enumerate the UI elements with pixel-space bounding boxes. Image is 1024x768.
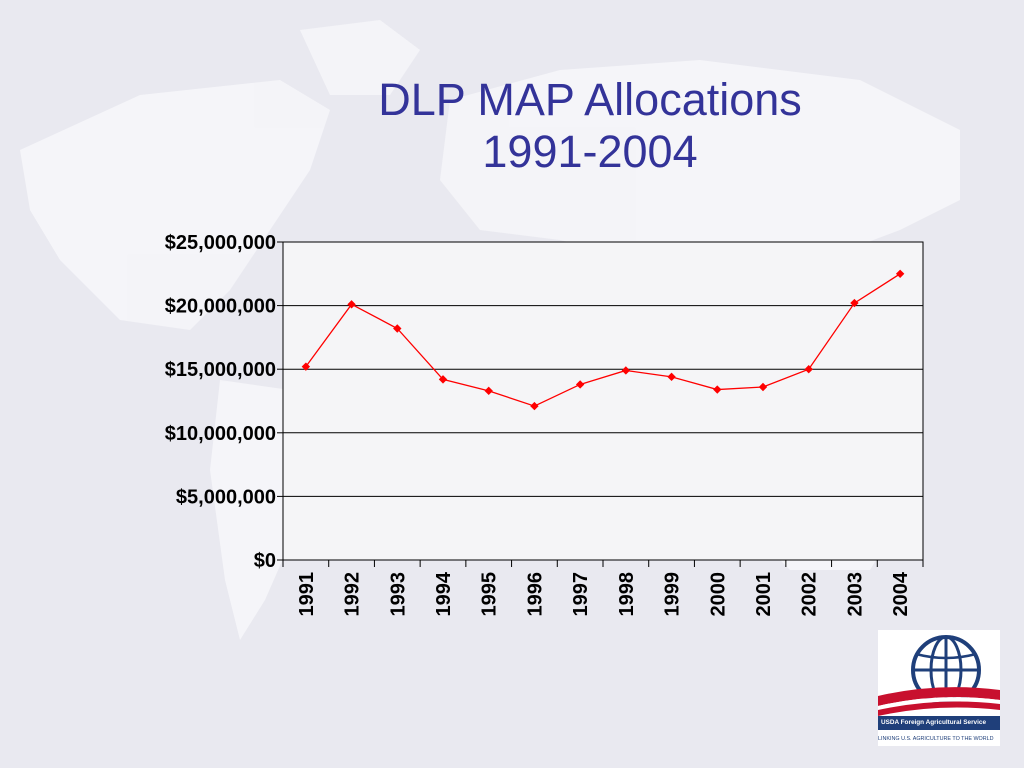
data-point-1998 <box>621 366 631 375</box>
x-tick-label: 1997 <box>570 572 592 617</box>
y-tick-label: $15,000,000 <box>165 359 276 381</box>
series-1 <box>301 269 905 411</box>
data-point-2002 <box>804 364 813 374</box>
logo-tagline: LINKING U.S. AGRICULTURE TO THE WORLD <box>878 736 994 742</box>
gridlines <box>283 241 923 561</box>
data-point-1997 <box>575 380 585 389</box>
data-point-2001 <box>758 382 768 392</box>
slide-title: DLP MAP Allocations 1991-2004 <box>260 74 920 178</box>
y-tick-label: $0 <box>254 550 276 572</box>
y-tick-label: $5,000,000 <box>176 486 276 508</box>
globe-icon <box>878 635 1000 716</box>
x-tick-label: 1991 <box>296 572 318 617</box>
x-tick-label: 2004 <box>890 571 912 616</box>
data-point-1992 <box>347 300 356 309</box>
y-tick-label: $25,000,000 <box>165 232 276 254</box>
y-tick-label: $10,000,000 <box>165 423 276 445</box>
x-tick-label: 2000 <box>707 572 729 617</box>
data-point-1996 <box>530 401 539 411</box>
data-point-2003 <box>850 298 859 308</box>
x-tick-label: 2001 <box>753 572 775 617</box>
data-point-1995 <box>484 386 493 396</box>
x-axis: 1991 1992 1993 1994 1995 1996 1997 1998 1999 2000… <box>282 560 924 617</box>
plot-area <box>282 241 924 561</box>
data-point-1999 <box>667 372 676 382</box>
y-tick-label: $20,000,000 <box>165 296 276 318</box>
y-axis: $0 $5,000,000 $10,000,000 $15,000,000 $20,00… <box>165 232 283 572</box>
x-tick-label: 1992 <box>342 572 364 617</box>
logo-brand-text: USDA Foreign Agricultural Service <box>878 716 1000 730</box>
data-point-1993 <box>393 324 402 333</box>
x-tick-label: 1994 <box>433 571 455 616</box>
x-tick-label: 1995 <box>479 572 501 617</box>
usda-fas-logo: USDA Foreign Agricultural Service LINKIN… <box>878 630 1000 746</box>
x-tick-label: 2002 <box>799 572 821 617</box>
x-tick-label: 1993 <box>387 572 409 617</box>
x-tick-label: 1998 <box>616 572 638 617</box>
data-point-1994 <box>438 375 448 384</box>
title-line-2: 1991-2004 <box>482 126 698 177</box>
x-tick-label: 2003 <box>844 572 866 617</box>
data-point-1991 <box>301 362 311 371</box>
x-tick-label: 1999 <box>662 572 684 617</box>
data-point-2000 <box>713 385 722 394</box>
data-point-2004 <box>895 269 905 279</box>
series-line <box>305 273 901 407</box>
title-line-1: DLP MAP Allocations <box>378 74 802 125</box>
x-tick-label: 1996 <box>524 572 546 617</box>
